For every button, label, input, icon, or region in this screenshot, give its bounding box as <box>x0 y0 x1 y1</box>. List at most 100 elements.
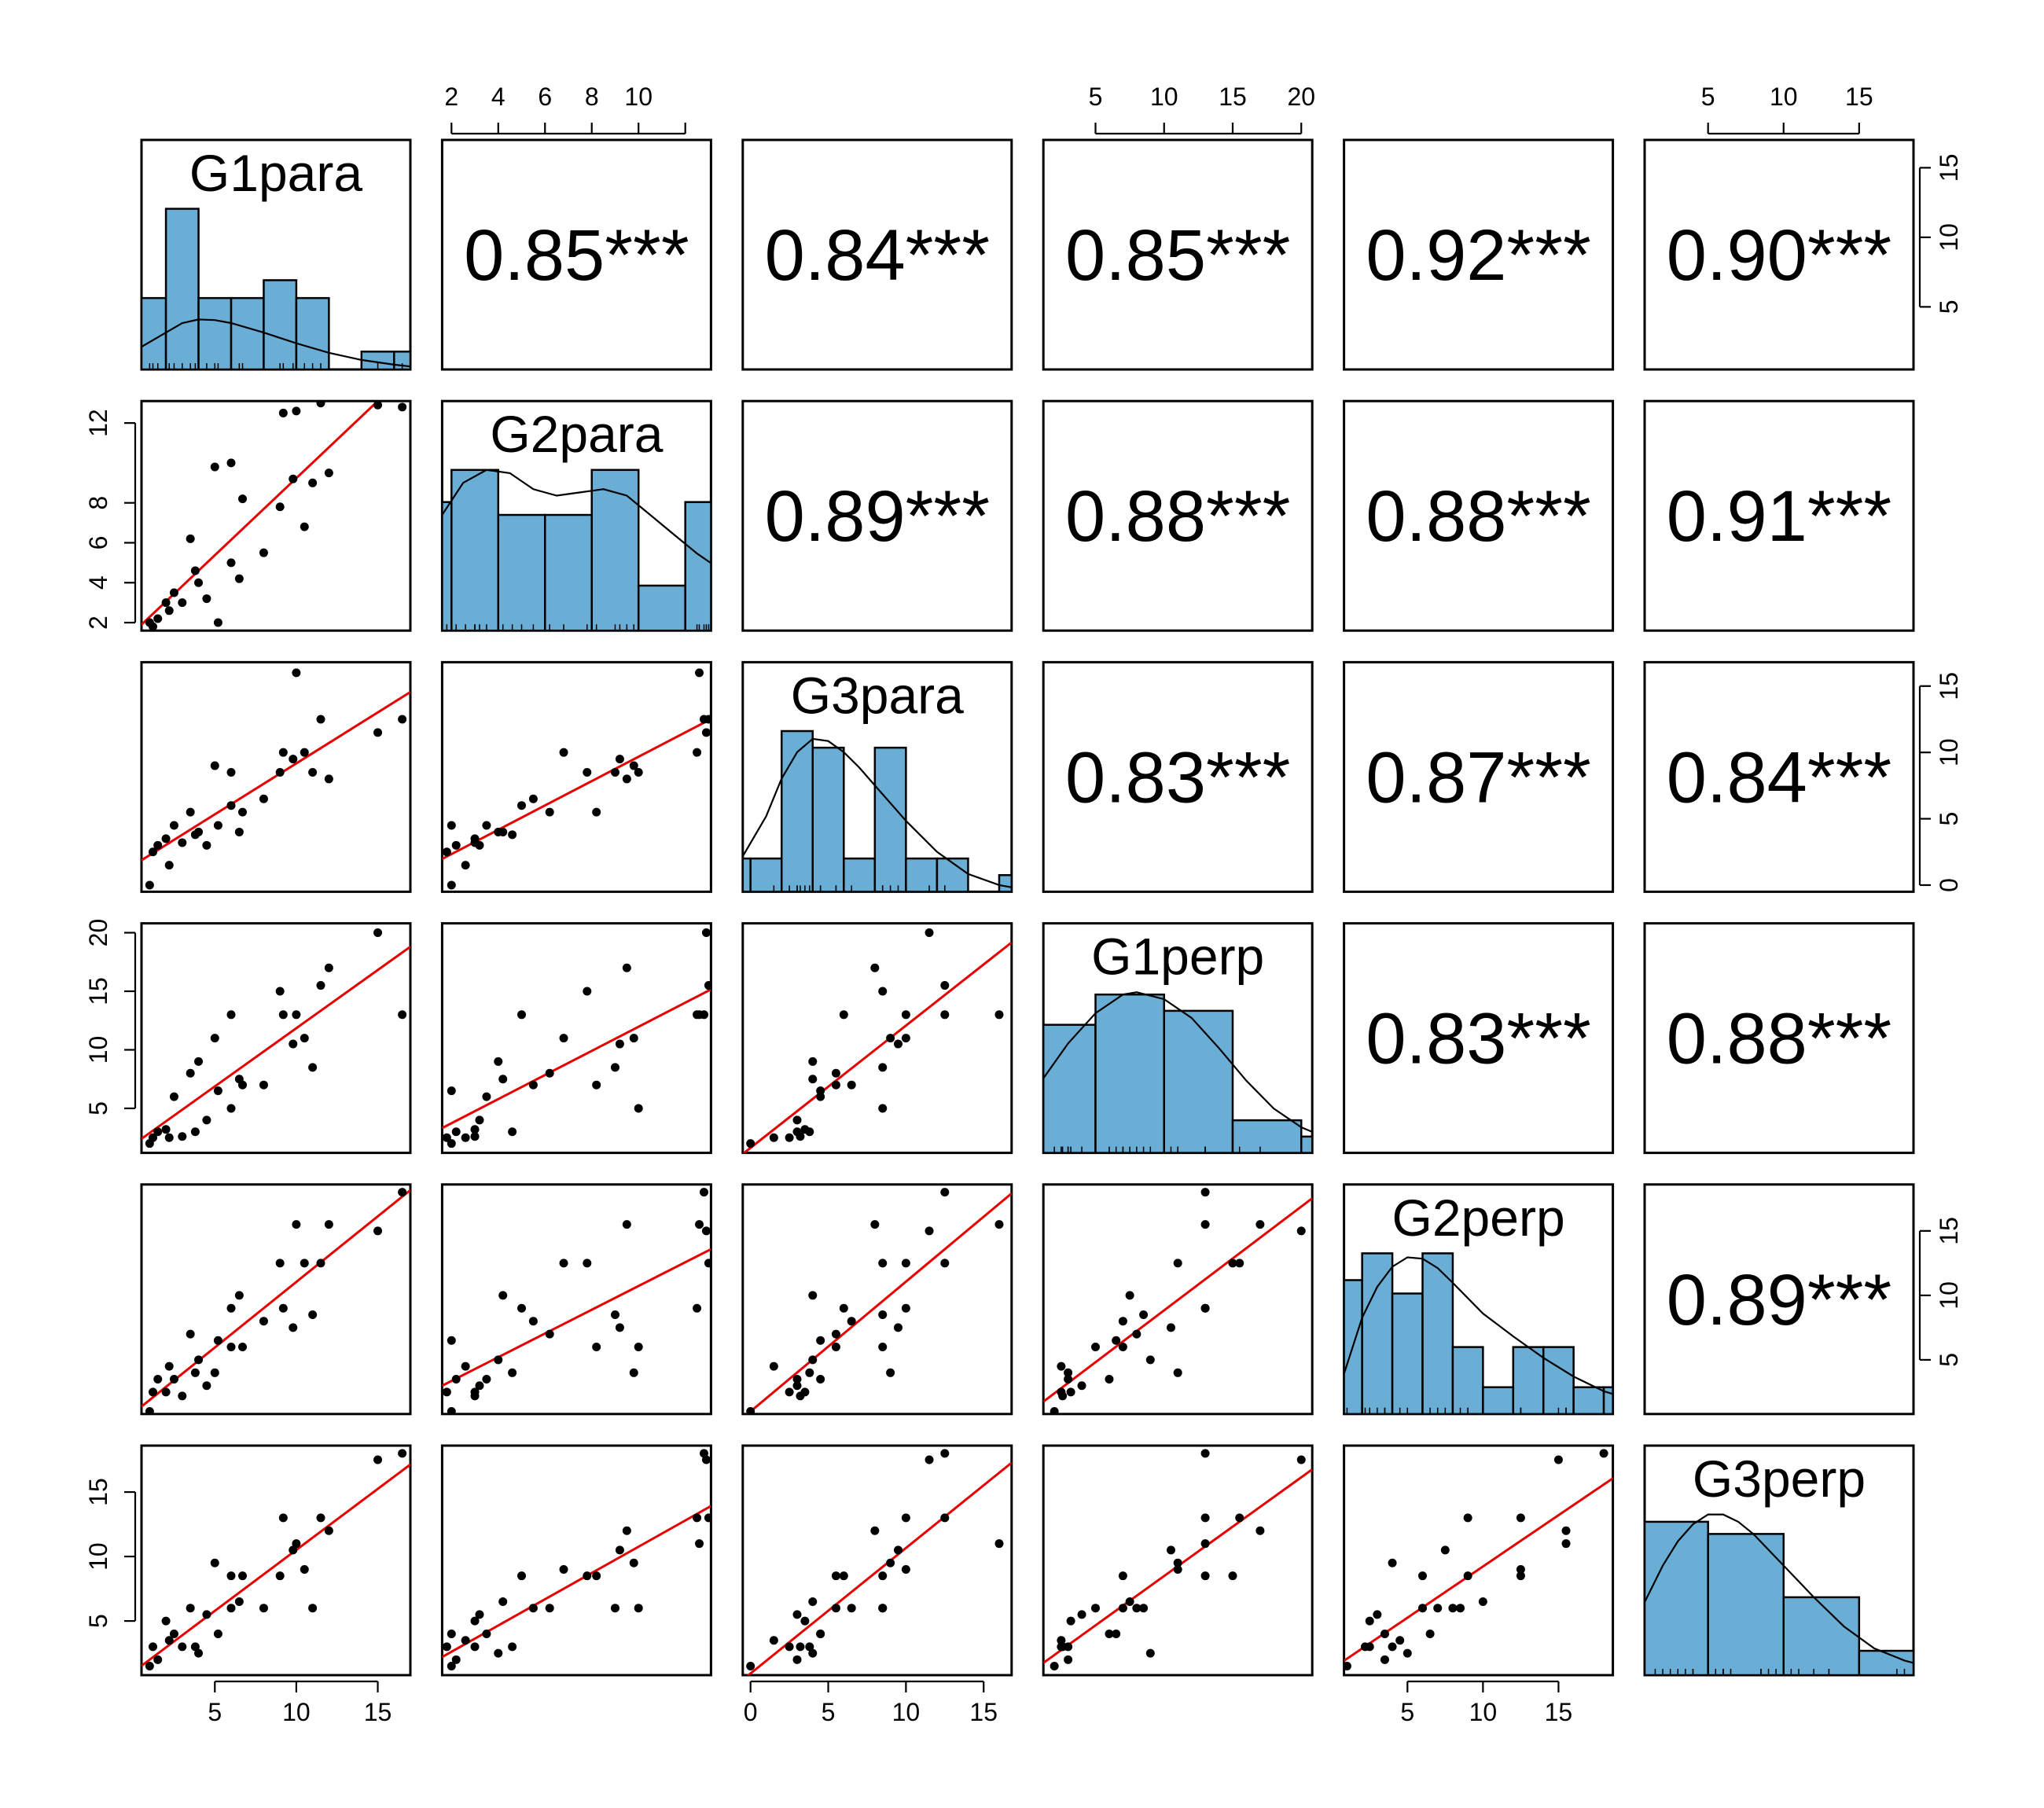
left-axis-label-1-3: 8 <box>84 496 112 510</box>
data-point-5-4-8 <box>1388 1642 1397 1652</box>
correlation-value-1-2: 0.89*** <box>765 476 990 557</box>
data-point-5-0-16 <box>259 1604 268 1613</box>
data-point-4-2-6 <box>796 1391 805 1401</box>
data-point-4-3-26 <box>1166 1323 1175 1332</box>
data-point-5-4-0 <box>1344 1662 1351 1671</box>
data-point-3-2-0 <box>746 1139 755 1148</box>
data-point-1-0-23 <box>324 469 333 478</box>
panel-frame-0-1 <box>440 138 712 371</box>
data-point-5-1-14 <box>592 1571 601 1581</box>
data-point-2-0-1 <box>149 847 158 857</box>
data-point-4-1-6 <box>470 1391 480 1401</box>
right-axis-label-0-2: 15 <box>1935 154 1963 182</box>
data-point-2-1-5 <box>482 821 491 830</box>
panel-frame-3-2 <box>741 922 1013 1155</box>
data-point-3-2-19 <box>994 1010 1004 1020</box>
data-point-4-1-8 <box>508 1368 517 1377</box>
data-point-4-0-14 <box>238 1342 248 1351</box>
data-point-3-1-22 <box>704 981 711 990</box>
data-point-4-1-9 <box>494 1355 503 1365</box>
data-point-1-0-12 <box>226 558 236 568</box>
data-point-5-1-4 <box>461 1636 470 1645</box>
data-point-4-1-14 <box>592 1342 601 1351</box>
data-point-5-3-5 <box>1105 1630 1114 1639</box>
data-point-2-1-0 <box>447 880 456 890</box>
data-point-1-0-4 <box>164 606 174 616</box>
data-point-3-0-15 <box>226 1104 236 1113</box>
panel-frame-3-1 <box>440 922 712 1155</box>
regression-line-4-2 <box>745 1192 1012 1414</box>
data-point-5-1-15 <box>634 1604 643 1613</box>
data-point-3-1-14 <box>592 1080 601 1090</box>
data-point-1-0-13 <box>234 574 244 583</box>
data-point-4-1-10 <box>629 1368 638 1377</box>
data-point-5-4-18 <box>1463 1513 1472 1523</box>
histogram-bar-G2perp-7 <box>1542 1346 1575 1414</box>
right-axis-label-4-0: 5 <box>1935 1353 1963 1367</box>
data-point-3-0-7 <box>186 1068 195 1078</box>
data-point-2-0-24 <box>373 728 383 737</box>
data-point-1-0-2 <box>153 614 163 623</box>
scatterplot-G3perp-vs-G1para <box>142 1449 410 1671</box>
data-point-4-3-6 <box>1058 1391 1068 1401</box>
data-point-5-3-13 <box>1125 1597 1134 1606</box>
panel-frame-0-2 <box>741 138 1013 371</box>
data-point-1-0-1 <box>149 622 158 631</box>
panel-frame-5-3 <box>1042 1444 1314 1677</box>
data-point-4-0-5 <box>169 1375 178 1384</box>
data-point-5-0-13 <box>234 1597 244 1606</box>
data-point-2-1-19 <box>695 668 704 678</box>
bottom-axis-label-4-2: 15 <box>1545 1698 1573 1726</box>
data-point-4-2-4 <box>769 1362 778 1371</box>
panel-frame-4-5 <box>1643 1183 1915 1416</box>
data-point-2-0-16 <box>259 794 268 803</box>
histogram-bar-G2perp-1 <box>1361 1252 1394 1414</box>
data-point-2-1-26 <box>615 755 624 764</box>
data-point-5-0-14 <box>238 1571 248 1581</box>
data-point-5-2-8 <box>805 1642 814 1652</box>
data-point-5-4-9 <box>1402 1648 1412 1658</box>
left-axis-label-5-0: 5 <box>84 1614 112 1628</box>
data-point-5-0-6 <box>178 1642 187 1652</box>
data-point-4-1-24 <box>701 1226 711 1236</box>
histogram-bar-G1para-3 <box>230 296 265 369</box>
panel-frame-3-5 <box>1643 922 1915 1155</box>
data-point-5-0-12 <box>226 1571 236 1581</box>
data-point-2-0-5 <box>169 821 178 830</box>
histogram-bar-G3para-0 <box>742 857 752 892</box>
variable-name-G3perp: G3perp <box>1693 1450 1866 1508</box>
data-point-4-3-10 <box>1173 1368 1182 1377</box>
data-point-4-0-3 <box>161 1387 171 1397</box>
panel-frame-4-1 <box>440 1183 712 1416</box>
data-point-5-2-18 <box>901 1513 910 1523</box>
data-point-3-1-13 <box>498 1075 508 1084</box>
histogram-bar-G2para-5 <box>637 584 686 631</box>
data-point-1-0-11 <box>213 618 222 627</box>
data-point-5-2-25 <box>940 1449 950 1458</box>
data-point-5-0-27 <box>202 1610 211 1619</box>
data-point-5-2-16 <box>847 1604 856 1613</box>
density-curve-G1perp <box>1043 991 1313 1133</box>
bottom-axis-label-2-3: 15 <box>969 1698 998 1726</box>
data-point-3-0-3 <box>161 1125 171 1134</box>
data-point-4-2-26 <box>893 1323 903 1332</box>
data-point-4-3-7 <box>1132 1329 1141 1339</box>
data-point-5-3-16 <box>1118 1604 1127 1613</box>
data-point-4-1-0 <box>447 1407 456 1414</box>
data-point-4-2-15 <box>878 1342 888 1351</box>
data-point-3-1-0 <box>447 1139 456 1148</box>
data-point-5-0-17 <box>275 1571 285 1581</box>
top-axis-label-3-0: 5 <box>1089 83 1103 111</box>
data-point-5-0-7 <box>186 1604 195 1613</box>
data-point-5-0-2 <box>153 1655 163 1664</box>
data-point-5-0-8 <box>190 1642 200 1652</box>
regression-line-5-4 <box>1344 1477 1613 1662</box>
data-point-2-0-13 <box>234 827 244 836</box>
data-point-1-0-9 <box>194 578 204 587</box>
panel-frame-1-0 <box>140 399 412 632</box>
data-point-5-2-26 <box>893 1545 903 1555</box>
data-point-3-1-5 <box>482 1092 491 1101</box>
data-point-4-2-24 <box>925 1226 934 1236</box>
data-point-4-3-5 <box>1105 1375 1114 1384</box>
data-point-2-0-10 <box>210 761 219 770</box>
